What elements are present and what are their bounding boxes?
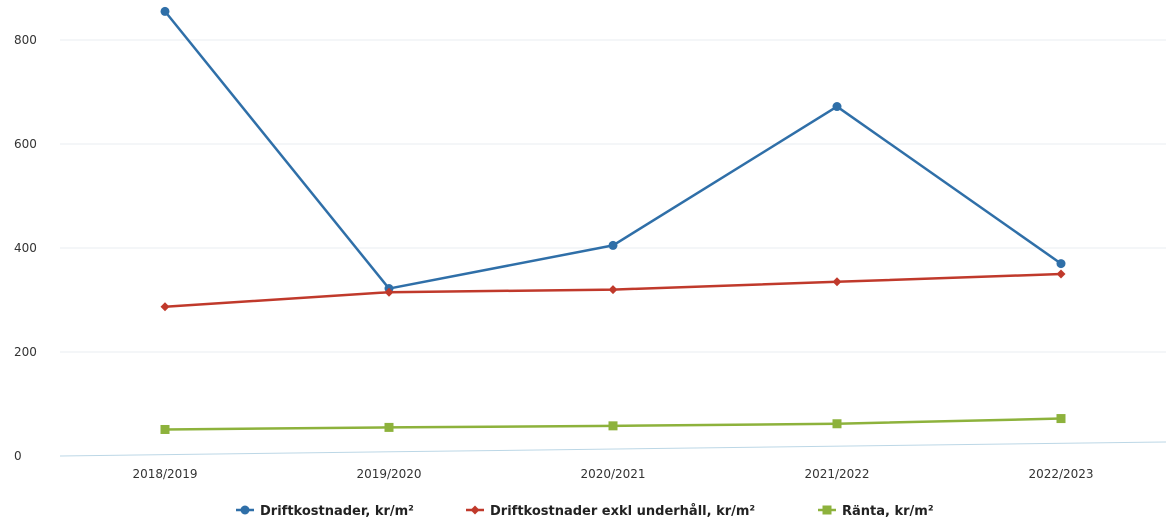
y-tick-label: 800 xyxy=(14,33,37,47)
data-point xyxy=(832,277,842,287)
y-tick-label: 400 xyxy=(14,241,37,255)
data-point xyxy=(608,240,618,250)
data-point xyxy=(384,422,394,432)
data-point xyxy=(1056,414,1066,424)
data-point xyxy=(160,6,170,16)
legend-label: Ränta, kr/m² xyxy=(842,504,934,519)
data-point xyxy=(160,302,170,312)
y-tick-label: 0 xyxy=(14,449,22,463)
x-tick-label: 2018/2019 xyxy=(132,467,197,481)
x-tick-label: 2021/2022 xyxy=(804,467,869,481)
data-point xyxy=(160,424,170,434)
legend: Driftkostnader, kr/m² Driftkostnader exkl… xyxy=(236,504,934,519)
x-tick-label: 2019/2020 xyxy=(356,467,421,481)
legend-label: Driftkostnader, kr/m² xyxy=(260,504,414,519)
legend-item[interactable]: Driftkostnader exkl underhåll, kr/m² xyxy=(466,504,755,519)
series-group xyxy=(160,6,1066,294)
y-tick-label: 200 xyxy=(14,345,37,359)
legend-item[interactable]: Driftkostnader, kr/m² xyxy=(236,504,414,519)
x-axis xyxy=(59,441,1166,457)
y-axis-ticks: 0 200 400 600 800 xyxy=(14,33,37,463)
data-point xyxy=(608,285,618,295)
series-group xyxy=(160,269,1066,312)
legend-label: Driftkostnader exkl underhåll, kr/m² xyxy=(490,504,755,519)
data-point xyxy=(832,102,842,112)
x-axis-ticks: 2018/2019 2019/2020 2020/2021 2021/2022 2022… xyxy=(132,467,1093,481)
legend-marker xyxy=(240,505,250,515)
x-tick-label: 2022/2023 xyxy=(1028,467,1093,481)
data-point xyxy=(1056,269,1066,279)
legend-item[interactable]: Ränta, kr/m² xyxy=(818,504,934,519)
series-lines xyxy=(160,6,1066,434)
data-point xyxy=(1056,259,1066,269)
legend-marker xyxy=(822,505,832,515)
legend-marker xyxy=(470,505,480,515)
data-point xyxy=(832,419,842,429)
y-tick-label: 600 xyxy=(14,137,37,151)
grid-lines xyxy=(60,39,1166,353)
data-point xyxy=(384,287,394,297)
x-tick-label: 2020/2021 xyxy=(580,467,645,481)
data-point xyxy=(608,421,618,431)
x-axis-line xyxy=(59,441,1166,457)
series-group xyxy=(160,414,1066,434)
